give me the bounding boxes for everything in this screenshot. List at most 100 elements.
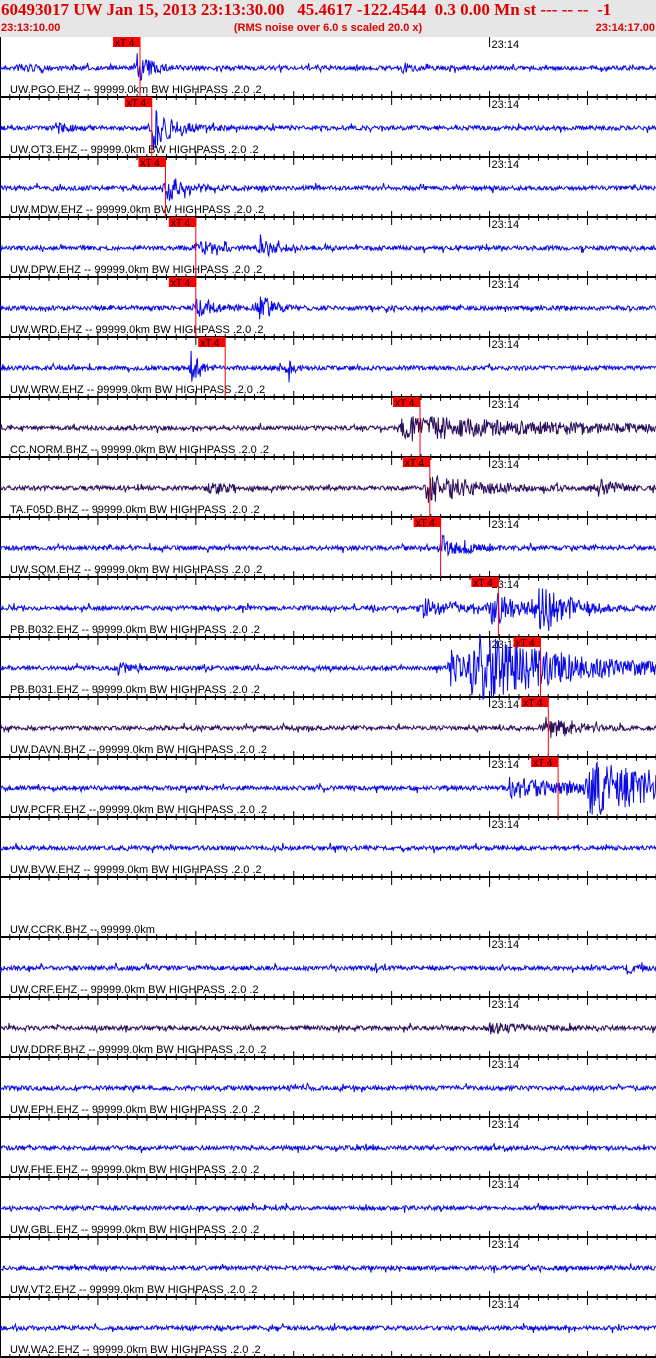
trace-panel: 23:14 CC.NORM.BHZ -- 99999.0km BW HIGHPAS… xyxy=(0,397,656,465)
minute-tick-label: 23:14 xyxy=(492,39,520,51)
station-label: UW.CRF.EHZ -- 99999.0km BW HIGHPASS .2.0… xyxy=(10,984,259,996)
trace-panel: 23:14 UW.GBL.EHZ -- 99999.0km BW HIGHPASS… xyxy=(0,1177,656,1245)
waveform-trace xyxy=(0,350,656,383)
station-label: UW.CCRK.BHZ -- 99999.0km xyxy=(10,924,155,936)
pick-label: xT 4 xyxy=(171,278,191,289)
pick-flag[interactable] xyxy=(138,157,166,167)
trace-panel: UW.CCRK.BHZ -- 99999.0km xyxy=(0,877,656,945)
trace-panel: 23:14 UW.SQM.EHZ -- 99999.0km BW HIGHPASS… xyxy=(0,517,656,585)
event-header: 60493017 UW Jan 15, 2013 23:13:30.00 45.… xyxy=(0,0,656,37)
pick-label: xT 4 xyxy=(115,38,135,49)
station-label: UW.WRW.EHZ -- 99999.0km BW HIGHPASS .2.0… xyxy=(10,384,265,396)
pick-flag[interactable] xyxy=(402,457,430,467)
waveform-trace xyxy=(0,1143,656,1154)
station-label: PB.B031.EHZ -- 99999.0km BW HIGHPASS .2.… xyxy=(10,684,260,696)
trace-panel: 23:14 UW.DAVN.BHZ -- 99999.0km BW HIGHPAS… xyxy=(0,697,656,765)
waveform-trace xyxy=(0,634,656,700)
station-label: UW.EPH.EHZ -- 99999.0km BW HIGHPASS .2.0… xyxy=(10,1104,260,1116)
waveform-trace xyxy=(0,842,656,854)
pick-flag[interactable] xyxy=(168,277,196,287)
station-label: UW.WRD.EHZ -- 99999.0km BW HIGHPASS .2.0… xyxy=(10,324,263,336)
end-time: 23:14:17.00 xyxy=(595,22,655,34)
pick-flag[interactable] xyxy=(198,337,226,347)
station-label: UW.SQM.EHZ -- 99999.0km BW HIGHPASS .2.0… xyxy=(10,564,262,576)
station-label: UW.DPW.EHZ -- 99999.0km BW HIGHPASS .2.0… xyxy=(10,264,262,276)
minute-tick-label: 23:14 xyxy=(492,1119,520,1131)
pick-flag[interactable] xyxy=(168,217,196,227)
pick-label: xT 4 xyxy=(533,758,553,769)
waveform-trace xyxy=(0,53,656,82)
station-label: UW.DDRF.BHZ -- 99999.0km BW HIGHPASS .2.… xyxy=(10,1044,267,1056)
pick-label: xT 4 xyxy=(200,338,220,349)
station-label: UW.MDW.EHZ -- 99999.0km BW HIGHPASS .2.0… xyxy=(10,204,264,216)
pick-flag[interactable] xyxy=(513,637,541,647)
minute-tick-label: 23:14 xyxy=(492,699,520,711)
waveform-trace xyxy=(0,1202,656,1213)
station-label: UW.OT3.EHZ -- 99999.0km BW HIGHPASS .2.0… xyxy=(10,144,259,156)
station-label: PB.B032.EHZ -- 99999.0km BW HIGHPASS .2.… xyxy=(10,624,260,636)
pick-label: xT 4 xyxy=(473,578,493,589)
waveform-trace xyxy=(0,588,656,631)
station-label: UW.FHE.EHZ -- 99999.0km BW HIGHPASS .2.0… xyxy=(10,1164,259,1176)
seismogram-plot: 23:14 UW.PGO.EHZ -- 99999.0km BW HIGHPASS… xyxy=(0,37,656,1358)
trace-panel: 23:14 UW.WA2.EHZ -- 99999.0km BW HIGHPASS… xyxy=(0,1297,656,1358)
station-label: UW.VT2.EHZ -- 99999.0km BW HIGHPASS .2.0… xyxy=(10,1284,257,1296)
station-label: UW.WA2.EHZ -- 99999.0km BW HIGHPASS .2.0… xyxy=(10,1344,261,1356)
minute-tick-label: 23:14 xyxy=(492,519,520,531)
pick-label: xT 4 xyxy=(405,458,425,469)
waveform-trace xyxy=(0,534,656,557)
pick-label: xT 4 xyxy=(515,638,535,649)
waveform-trace xyxy=(0,716,656,738)
station-label: UW.PCFR.EHZ -- 99999.0km BW HIGHPASS .2.… xyxy=(10,804,267,816)
minute-tick-label: 23:14 xyxy=(492,819,520,831)
waveform-trace xyxy=(0,962,656,975)
pick-label: xT 4 xyxy=(127,98,147,109)
waveform-trace xyxy=(0,416,656,442)
trace-panel: 23:14 UW.EPH.EHZ -- 99999.0km BW HIGHPASS… xyxy=(0,1057,656,1125)
station-label: UW.PGO.EHZ -- 99999.0km BW HIGHPASS .2.0… xyxy=(10,84,262,96)
pick-flag[interactable] xyxy=(413,517,441,527)
trace-panel: 23:14 UW.PCFR.EHZ -- 99999.0km BW HIGHPAS… xyxy=(0,757,656,825)
minute-tick-label: 23:14 xyxy=(492,1179,520,1191)
waveform-trace xyxy=(0,296,656,320)
minute-tick-label: 23:14 xyxy=(492,999,520,1011)
event-title: 60493017 UW Jan 15, 2013 23:13:30.00 45.… xyxy=(1,0,612,19)
waveform-trace xyxy=(0,1322,656,1334)
trace-panel: 23:14 UW.DPW.EHZ -- 99999.0km BW HIGHPASS… xyxy=(0,217,656,285)
waveform-trace xyxy=(0,761,656,815)
trace-panel: 23:14 UW.DDRF.BHZ -- 99999.0km BW HIGHPAS… xyxy=(0,997,656,1065)
station-label: UW.BVW.EHZ -- 99999.0km BW HIGHPASS .2.0… xyxy=(10,864,262,876)
start-time: 23:13:10.00 xyxy=(1,22,61,34)
pick-label: xT 4 xyxy=(140,158,160,169)
station-label: TA.F05D.BHZ -- 99999.0km BW HIGHPASS .2.… xyxy=(10,504,260,516)
trace-panel: 23:14 UW.VT2.EHZ -- 99999.0km BW HIGHPASS… xyxy=(0,1237,656,1305)
station-label: UW.GBL.EHZ -- 99999.0km BW HIGHPASS .2.0… xyxy=(10,1224,259,1236)
pick-flag[interactable] xyxy=(393,397,421,407)
pick-label: xT 4 xyxy=(523,698,543,709)
waveform-trace xyxy=(0,1082,656,1094)
trace-panel: 23:14 UW.PGO.EHZ -- 99999.0km BW HIGHPASS… xyxy=(0,37,656,105)
pick-flag[interactable] xyxy=(521,697,549,707)
pick-flag[interactable] xyxy=(124,97,152,107)
minute-tick-label: 23:14 xyxy=(492,1239,520,1251)
minute-tick-label: 23:14 xyxy=(492,159,520,171)
pick-flag[interactable] xyxy=(531,757,559,767)
waveform-trace xyxy=(0,234,656,258)
minute-tick-label: 23:14 xyxy=(492,279,520,291)
waveform-trace xyxy=(0,474,656,503)
trace-panel: 23:14 UW.BVW.EHZ -- 99999.0km BW HIGHPASS… xyxy=(0,817,656,885)
pick-flag[interactable] xyxy=(471,577,499,587)
station-label: CC.NORM.BHZ -- 99999.0km BW HIGHPASS .2.… xyxy=(10,444,269,456)
minute-tick-label: 23:14 xyxy=(492,339,520,351)
trace-panel: 23:14 TA.F05D.BHZ -- 99999.0km BW HIGHPAS… xyxy=(0,457,656,525)
trace-panel: 23:14 UW.CRF.EHZ -- 99999.0km BW HIGHPASS… xyxy=(0,937,656,1005)
minute-tick-label: 23:14 xyxy=(492,1299,520,1311)
minute-tick-label: 23:14 xyxy=(492,399,520,411)
pick-label: xT 4 xyxy=(395,398,415,409)
pick-flag[interactable] xyxy=(113,37,141,47)
waveform-trace xyxy=(0,1263,656,1274)
minute-tick-label: 23:14 xyxy=(492,99,520,111)
pick-label: xT 4 xyxy=(416,518,436,529)
pick-label: xT 4 xyxy=(171,218,191,229)
